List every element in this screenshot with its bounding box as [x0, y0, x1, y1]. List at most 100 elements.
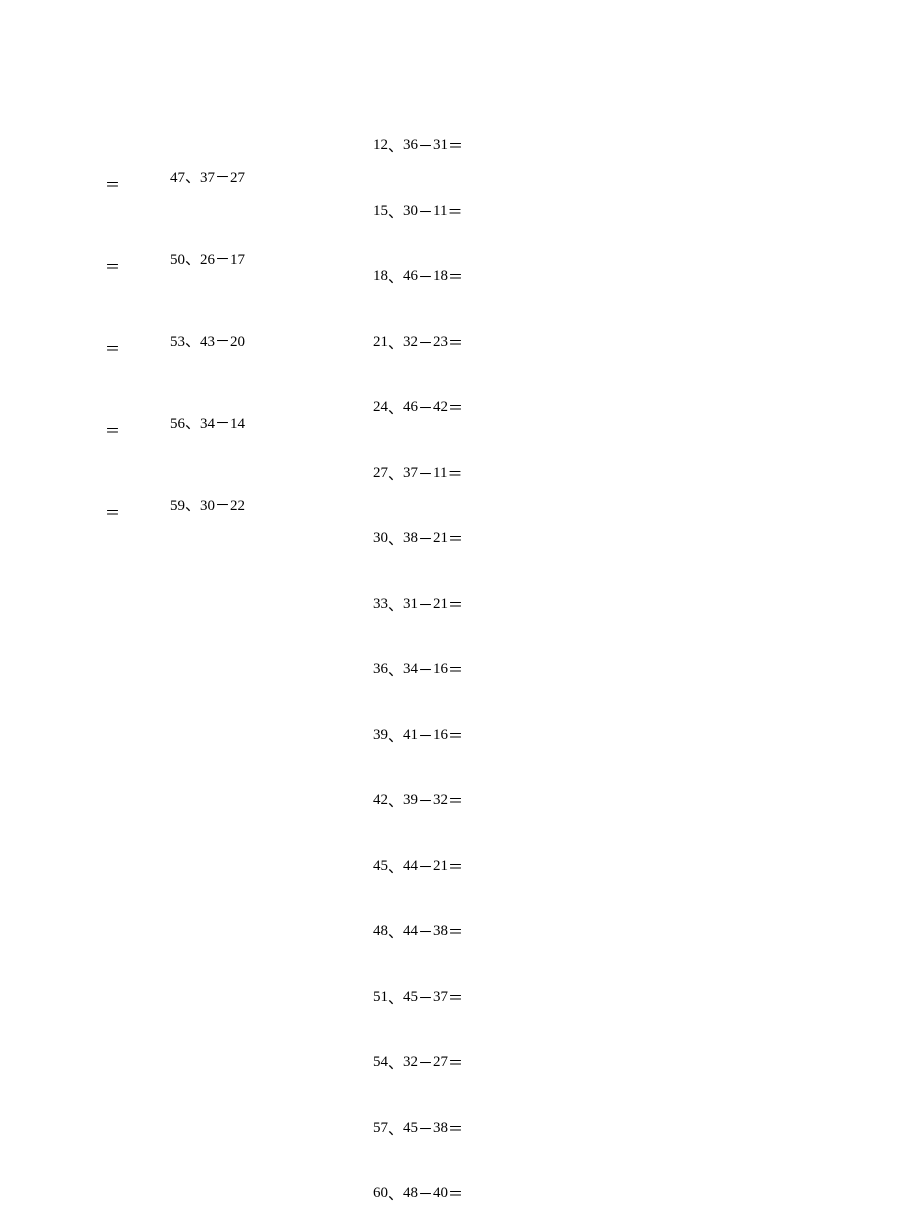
separator: 、	[388, 594, 403, 615]
left-problem-row: ＝56、34－14	[105, 381, 245, 463]
problem-number: 53	[170, 334, 185, 350]
problem-number: 36	[373, 661, 388, 678]
operator: －	[418, 1118, 433, 1139]
operand-a: 48	[403, 1185, 418, 1202]
operand-b: 27	[230, 170, 245, 186]
operator: －	[418, 135, 433, 156]
operator: －	[418, 332, 433, 353]
equals-suffix: ＝	[447, 463, 462, 484]
right-column: 12、36－31＝15、30－11＝18、46－18＝21、32－23＝24、4…	[373, 113, 463, 1227]
separator: 、	[388, 659, 403, 680]
equals-suffix: ＝	[447, 201, 462, 222]
separator: 、	[388, 856, 403, 877]
problem-number: 60	[373, 1185, 388, 1202]
operand-b: 42	[433, 399, 448, 416]
operand-a: 31	[403, 596, 418, 613]
equals-suffix: ＝	[448, 987, 463, 1008]
operand-a: 34	[200, 416, 215, 432]
operand-b: 11	[433, 465, 447, 482]
equals-suffix: ＝	[448, 725, 463, 746]
operand-b: 31	[433, 137, 448, 154]
right-problem-row: 30、38－21＝	[373, 506, 463, 572]
right-problem-row: 24、46－42＝	[373, 375, 463, 441]
operator: －	[418, 1183, 433, 1204]
operand-b: 38	[433, 1120, 448, 1137]
problem-number: 57	[373, 1120, 388, 1137]
operand-a: 43	[200, 334, 215, 350]
separator: 、	[388, 1052, 403, 1073]
problem-number: 56	[170, 416, 185, 432]
operand-b: 18	[433, 268, 448, 285]
operand-b: 27	[433, 1054, 448, 1071]
operand-a: 34	[403, 661, 418, 678]
operator: －	[418, 528, 433, 549]
operand-a: 32	[403, 1054, 418, 1071]
separator: 、	[185, 170, 200, 186]
operator: －	[418, 921, 433, 942]
operand-b: 14	[230, 416, 245, 432]
problem-text: 50、26－17	[170, 248, 245, 269]
problem-number: 48	[373, 923, 388, 940]
equals-suffix: ＝	[448, 135, 463, 156]
right-problem-row: 33、31－21＝	[373, 572, 463, 638]
separator: 、	[388, 987, 403, 1008]
left-column: ＝47、37－27＝50、26－17＝53、43－20＝56、34－14＝59、…	[105, 135, 245, 545]
separator: 、	[388, 266, 403, 287]
right-problem-row: 27、37－11＝	[373, 441, 463, 507]
operand-b: 21	[433, 858, 448, 875]
equals-prefix: ＝	[105, 158, 170, 195]
right-problem-row: 36、34－16＝	[373, 637, 463, 703]
problem-number: 12	[373, 137, 388, 154]
operator: －	[418, 397, 433, 418]
equals-suffix: ＝	[448, 921, 463, 942]
operand-b: 11	[433, 203, 447, 220]
problem-text: 56、34－14	[170, 412, 245, 433]
problem-number: 51	[373, 989, 388, 1006]
separator: 、	[388, 201, 403, 222]
operand-b: 16	[433, 727, 448, 744]
operand-b: 32	[433, 792, 448, 809]
equals-suffix: ＝	[448, 397, 463, 418]
operand-b: 22	[230, 498, 245, 514]
operand-a: 41	[403, 727, 418, 744]
operand-a: 44	[403, 923, 418, 940]
right-problem-row: 57、45－38＝	[373, 1096, 463, 1162]
operator: －	[418, 201, 433, 222]
separator: 、	[388, 921, 403, 942]
separator: 、	[388, 790, 403, 811]
equals-suffix: ＝	[448, 332, 463, 353]
equals-prefix: ＝	[105, 322, 170, 359]
right-problem-row: 21、32－23＝	[373, 310, 463, 376]
separator: 、	[388, 463, 403, 484]
equals-suffix: ＝	[448, 790, 463, 811]
equals-suffix: ＝	[448, 659, 463, 680]
operand-a: 45	[403, 989, 418, 1006]
operand-a: 36	[403, 137, 418, 154]
separator: 、	[388, 725, 403, 746]
problem-number: 21	[373, 334, 388, 351]
operand-a: 46	[403, 268, 418, 285]
equals-suffix: ＝	[448, 266, 463, 287]
problem-number: 50	[170, 252, 185, 268]
operand-a: 32	[403, 334, 418, 351]
operand-a: 30	[403, 203, 418, 220]
equals-suffix: ＝	[448, 1052, 463, 1073]
operand-b: 17	[230, 252, 245, 268]
right-problem-row: 54、32－27＝	[373, 1030, 463, 1096]
right-problem-row: 42、39－32＝	[373, 768, 463, 834]
operator: －	[418, 659, 433, 680]
problem-number: 42	[373, 792, 388, 809]
separator: 、	[388, 1183, 403, 1204]
equals-suffix: ＝	[448, 594, 463, 615]
operator: －	[418, 594, 433, 615]
separator: 、	[388, 135, 403, 156]
operand-b: 23	[433, 334, 448, 351]
separator: 、	[185, 498, 200, 514]
problem-text: 59、30－22	[170, 494, 245, 515]
operand-a: 30	[200, 498, 215, 514]
left-problem-row: ＝47、37－27	[105, 135, 245, 217]
operator: －	[215, 334, 230, 350]
separator: 、	[185, 416, 200, 432]
operand-a: 45	[403, 1120, 418, 1137]
problem-text: 47、37－27	[170, 166, 245, 187]
